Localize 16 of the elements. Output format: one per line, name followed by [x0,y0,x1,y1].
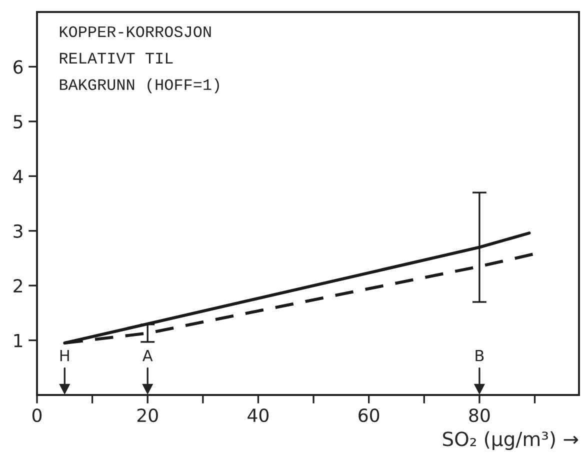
x-tick-label: 40 [248,408,269,422]
text: KOPPER-KORROSJON RELATIVT TIL BAKGRUNN (HOFF=1) [60,26,219,94]
y-tick-label: 2 [14,279,22,292]
x-tick-label: 60 [358,408,380,422]
ref-line-label: A [142,350,153,362]
ref-line-label: H [60,350,69,362]
x-axis-title: SO₂ (µg/m³) → [443,431,578,450]
y-tick-label: 6 [14,60,23,74]
y-tick-label: 5 [14,115,22,129]
ref-line-label: B [476,350,484,362]
y-tick-label: 1 [14,334,22,348]
x-tick-label: 80 [469,408,490,422]
y-tick-label: 4 [13,170,23,184]
x-tick-label: 0 [32,408,42,422]
y-tick-label: 3 [14,224,22,238]
x-tick-label: 20 [137,408,158,422]
